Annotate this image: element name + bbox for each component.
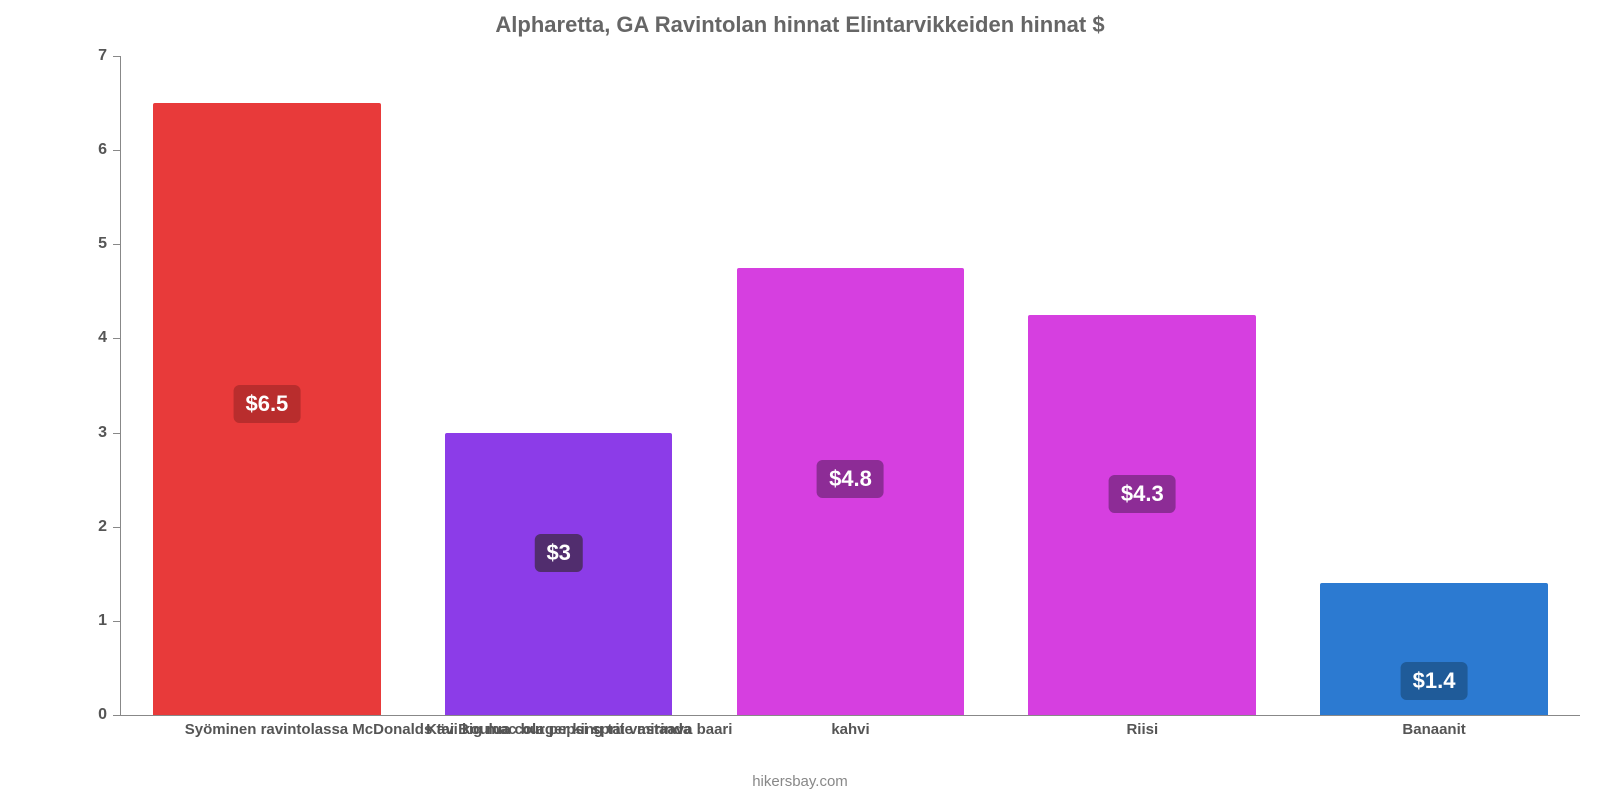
- price-bar-chart: Alpharetta, GA Ravintolan hinnat Elintar…: [0, 0, 1600, 800]
- chart-credit: hikersbay.com: [0, 773, 1600, 790]
- bar-value-label: $1.4: [1401, 662, 1468, 700]
- bar-value-label: $4.8: [817, 460, 884, 498]
- bar: $4.3: [1028, 315, 1256, 715]
- y-tick-label: 7: [98, 47, 121, 65]
- chart-title: Alpharetta, GA Ravintolan hinnat Elintar…: [0, 12, 1600, 38]
- bar: $1.4: [1320, 583, 1548, 715]
- bar: $4.8: [737, 268, 965, 715]
- y-tick-label: 6: [98, 141, 121, 159]
- y-tick-label: 2: [98, 518, 121, 536]
- y-tick-label: 1: [98, 612, 121, 630]
- bar-value-label: $3: [534, 534, 582, 572]
- x-category-label: Kävi koulua cola pepsi sprite mirinda: [426, 721, 691, 738]
- x-category-label: kahvi: [831, 721, 869, 738]
- bar: $6.5: [153, 103, 381, 715]
- y-tick-label: 3: [98, 424, 121, 442]
- y-tick-label: 5: [98, 235, 121, 253]
- x-category-label: Riisi: [1126, 721, 1158, 738]
- bar: $3: [445, 433, 673, 715]
- y-tick-label: 0: [98, 706, 121, 724]
- y-tick-label: 4: [98, 329, 121, 347]
- plot-area: 01234567$6.5Syöminen ravintolassa McDona…: [120, 56, 1580, 716]
- bar-value-label: $4.3: [1109, 475, 1176, 513]
- x-category-label: Banaanit: [1402, 721, 1465, 738]
- bar-value-label: $6.5: [233, 385, 300, 423]
